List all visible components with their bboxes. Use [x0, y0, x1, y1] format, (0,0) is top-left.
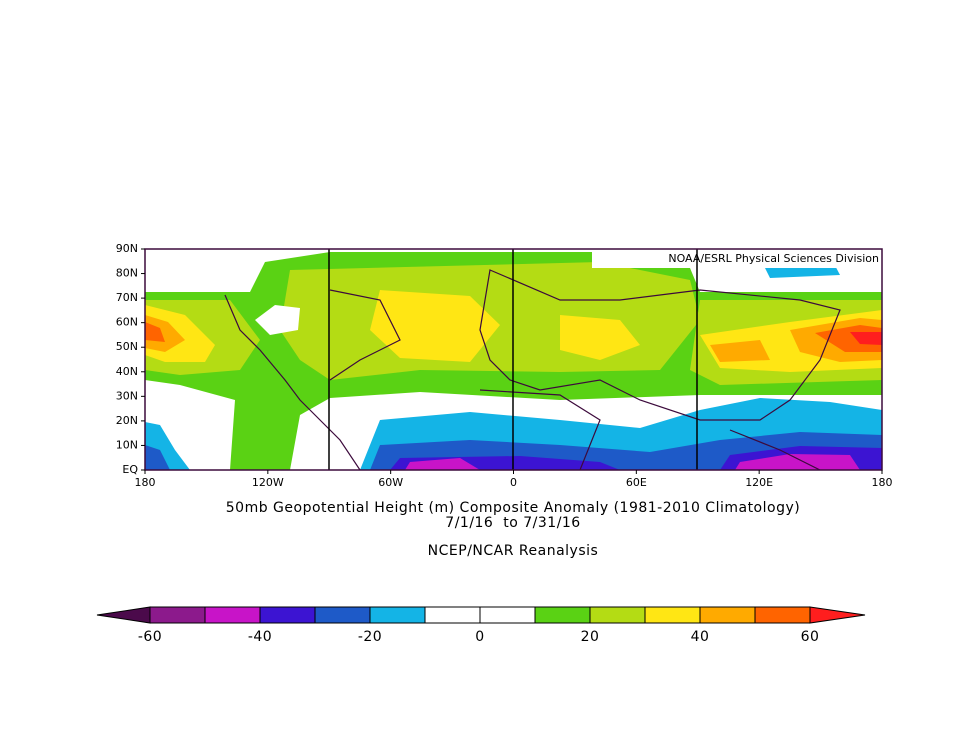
- colorbar-box: [479, 606, 536, 624]
- lat-label: 30N: [116, 389, 138, 402]
- colorbar-box: [589, 606, 646, 624]
- colorbar-label: 60: [801, 629, 820, 645]
- shade-above-60: [850, 332, 882, 345]
- lat-label: EQ: [122, 463, 138, 476]
- colorbar-box: [204, 606, 261, 624]
- lat-label: 60N: [116, 316, 138, 329]
- colorbar-box: [754, 606, 811, 624]
- lat-axis: 90N 80N 70N 60N 50N 40N 30N 20N 10N EQ: [116, 242, 145, 476]
- coastline: [224, 269, 841, 470]
- colorbar-box: [259, 606, 316, 624]
- lon-axis: 180 120W 60W 0 60E 120E 180: [135, 470, 893, 489]
- lon-label: 120E: [745, 476, 773, 489]
- lat-label: 50N: [116, 340, 138, 353]
- colorbar-box: [644, 606, 701, 624]
- shade-30-40: [145, 290, 882, 372]
- lat-label: 20N: [116, 414, 138, 427]
- shade-0: [255, 305, 300, 335]
- colorbar-label: -20: [358, 629, 382, 645]
- colorbar-label: -40: [248, 629, 272, 645]
- credit: NOAA/ESRL Physical Sciences Division: [668, 252, 879, 265]
- lat-label: 80N: [116, 267, 138, 280]
- colorbar-box: [314, 606, 371, 624]
- colorbar-box: [424, 606, 481, 624]
- lat-label: 10N: [116, 438, 138, 451]
- colorbar-box: [149, 606, 206, 624]
- colorbar-end: [96, 606, 151, 624]
- lat-label: 90N: [116, 242, 138, 255]
- colorbar-box: [369, 606, 426, 624]
- shade-minus-40-50: [405, 454, 860, 470]
- colorbar-label: 40: [691, 629, 710, 645]
- date-range: 7/1/16 to 7/31/16: [445, 515, 580, 531]
- lon-label: 60W: [378, 476, 403, 489]
- colorbar-label: 20: [581, 629, 600, 645]
- credit-box: [592, 250, 882, 268]
- colorbar-box: [699, 606, 756, 624]
- lon-label: 0: [510, 476, 517, 489]
- colorbar-box: [534, 606, 591, 624]
- colorbar-label: 0: [475, 629, 484, 645]
- lon-label: 120W: [252, 476, 284, 489]
- source: NCEP/NCAR Reanalysis: [428, 543, 599, 559]
- lat-label: 40N: [116, 365, 138, 378]
- colorbar: -60 -40 -20 0 20 40 60: [96, 606, 866, 645]
- lon-label: 180: [135, 476, 156, 489]
- colorbar-end: [809, 606, 866, 624]
- colorbar-label: -60: [138, 629, 162, 645]
- lon-label: 60E: [626, 476, 647, 489]
- lat-label: 70N: [116, 291, 138, 304]
- lon-label: 180: [872, 476, 893, 489]
- title: 50mb Geopotential Height (m) Composite A…: [226, 500, 800, 516]
